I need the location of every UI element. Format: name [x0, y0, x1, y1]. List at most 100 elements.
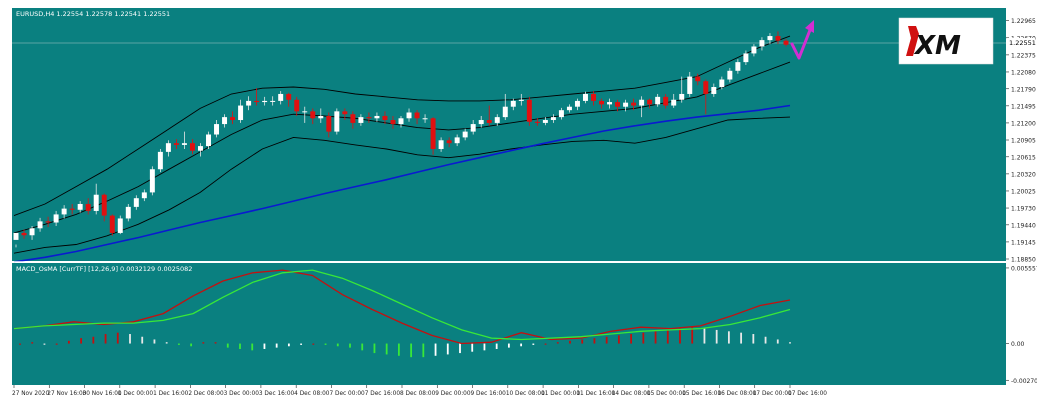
bear-candle: [446, 140, 452, 144]
time-tick-label: 3 Dec 16:00: [259, 391, 295, 397]
macd-path: [13, 269, 791, 345]
osma-bar: [715, 329, 718, 344]
bull-candle: [518, 99, 524, 101]
signal-path: [13, 269, 791, 341]
osma-bar: [43, 343, 46, 345]
bull-candle: [125, 206, 131, 219]
price-tick-label: 1.22375: [1011, 52, 1036, 59]
osma-bar: [593, 338, 596, 344]
osma-bar: [373, 343, 376, 354]
time-tick-label: 4 Dec 08:00: [294, 391, 330, 397]
bear-candle: [366, 117, 372, 119]
osma-bar: [324, 343, 327, 345]
forecast-arrow-icon: [790, 20, 814, 60]
bear-candle: [69, 208, 75, 210]
osma-bar: [361, 343, 364, 351]
bear-candle: [21, 232, 27, 236]
logo-text: XM: [913, 31, 961, 61]
bull-candle: [582, 93, 588, 101]
bear-candle: [342, 111, 348, 115]
bull-candle: [358, 117, 364, 123]
price-tick-label: 1.18850: [1011, 257, 1036, 264]
osma-bar: [703, 328, 706, 344]
macd-tick-label: -0.00270: [1011, 378, 1037, 385]
bull-candle: [759, 40, 765, 47]
osma-bar: [581, 339, 584, 344]
price-axis-labels: 1.229651.226701.223751.220801.217901.214…: [1011, 18, 1036, 263]
osma-bar: [55, 343, 58, 345]
bear-candle: [254, 100, 260, 103]
bull-candle: [262, 100, 268, 103]
osma-bar: [727, 331, 730, 344]
bear-candle: [390, 120, 396, 125]
bear-candle: [647, 99, 653, 105]
bear-candle: [286, 93, 292, 100]
bull-candle: [157, 151, 163, 170]
bear-candle: [101, 194, 107, 216]
osma-bar: [495, 343, 498, 349]
osma-bar: [239, 343, 241, 349]
osma-bar: [116, 332, 119, 344]
bull-candle: [494, 117, 500, 123]
moving-average-line: [13, 104, 791, 263]
osma-bar: [471, 343, 474, 352]
bull-candle: [222, 117, 228, 125]
osma-bar: [80, 338, 83, 344]
bull-candle: [278, 93, 284, 101]
time-tick-label: 9 Dec 16:00: [471, 391, 507, 397]
bull-candle: [735, 62, 741, 71]
bull-candle: [719, 79, 725, 88]
osma-bar: [556, 342, 559, 344]
bull-candle: [93, 194, 99, 211]
bull-candle: [671, 99, 677, 106]
osma-bar: [349, 343, 351, 348]
bull-candle: [743, 53, 749, 63]
bull-candle: [246, 100, 252, 106]
osma-bar: [19, 343, 21, 345]
osma-bar: [92, 336, 95, 344]
bear-candle: [591, 93, 596, 101]
osma-bar: [165, 342, 168, 344]
price-tick-label: 1.20320: [1011, 171, 1036, 178]
osma-bar: [789, 342, 791, 344]
time-tick-label: 9 Dec 00:00: [435, 391, 471, 397]
osma-bar: [691, 327, 694, 344]
bull-candle: [454, 137, 460, 144]
osma-bar: [226, 343, 229, 348]
bear-candle: [430, 118, 436, 149]
osma-bar: [507, 343, 510, 348]
bear-candle: [695, 76, 701, 82]
osma-bar: [422, 343, 425, 358]
macd-tick-label: 0.00: [1011, 341, 1025, 348]
macd-axis-labels: 0.005557 0.00 -0.00270: [1006, 265, 1037, 385]
time-tick-label: 17 Dec 00:00: [753, 391, 792, 397]
time-tick-label: 27 Nov 16:00: [47, 391, 86, 397]
xm-logo: XM: [898, 17, 994, 65]
time-tick-label: 17 Dec 16:00: [788, 391, 827, 397]
osma-bar: [385, 343, 388, 355]
time-tick-label: 1 Dec 00:00: [118, 391, 154, 397]
time-tick-label: 15 Dec 00:00: [647, 391, 686, 397]
price-tick-label: 1.22965: [1011, 18, 1036, 25]
bull-candle: [751, 46, 757, 54]
bear-candle: [382, 115, 388, 121]
osma-bar: [666, 329, 669, 344]
symbol-header: EURUSD,H4 1.22554 1.22578 1.22541 1.2255…: [16, 10, 170, 18]
price-tick-label: 1.19730: [1011, 206, 1036, 213]
bull-candle: [149, 169, 155, 193]
bull-candle: [238, 105, 244, 121]
bull-candle: [687, 76, 693, 94]
bull-candle: [37, 221, 43, 229]
osma-bar: [251, 343, 254, 351]
bear-candle: [109, 215, 115, 233]
bull-candle: [117, 218, 123, 233]
bull-candle: [438, 140, 444, 149]
bear-candle: [783, 40, 789, 45]
bull-candle: [374, 115, 380, 119]
time-tick-label: 7 Dec 16:00: [365, 391, 401, 397]
time-tick-label: 16 Dec 08:00: [717, 391, 756, 397]
bear-candle: [615, 102, 621, 107]
signal-line: [13, 269, 791, 341]
osma-bar: [630, 334, 633, 344]
